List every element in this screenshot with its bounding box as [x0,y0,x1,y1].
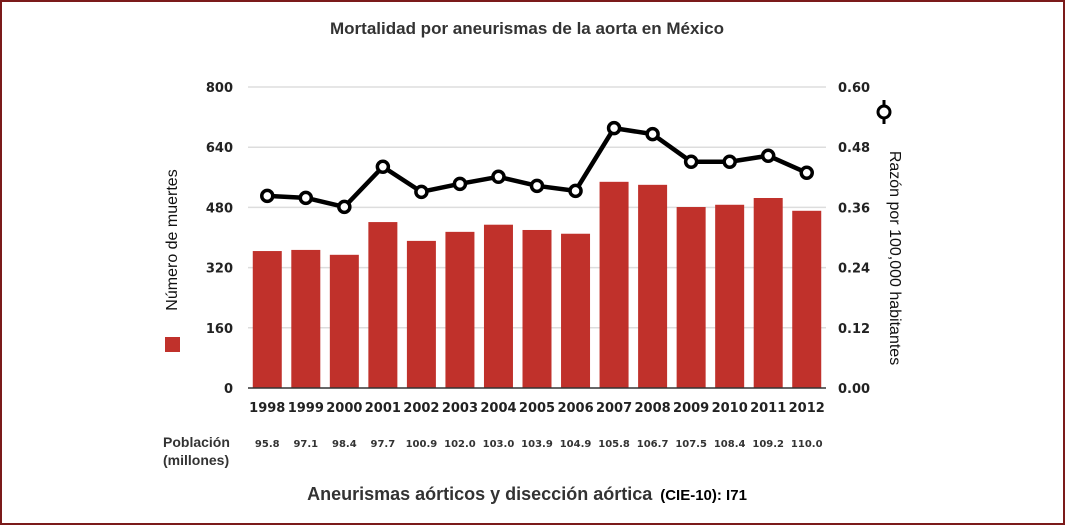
x-tick-label: 2000 [326,401,362,416]
x-tick-label: 2007 [596,401,632,416]
left-tick-label: 0 [224,382,233,397]
bar-2002 [406,240,436,388]
bar-series [252,181,822,388]
left-tick-label: 800 [206,81,233,96]
rate-point-1999 [298,190,314,206]
population-value: 105.8 [598,439,630,450]
right-tick-label: 0.48 [838,141,870,156]
population-value: 97.7 [371,439,396,450]
right-axis-label: Razón por 100,000 habitantes [886,151,903,365]
bar-2005 [522,229,552,388]
population-row: 95.8 97.1 98.4 97.7 100.9 102.0 103.0 103.9 104.… [255,439,823,450]
bar-2008 [638,184,668,388]
population-label-line1: Población [163,434,230,450]
rate-point-2005 [529,178,545,194]
bar-2003 [445,231,475,388]
right-axis-ticks: 0.00 0.12 0.24 0.36 0.48 0.60 [838,81,870,397]
right-tick-label: 0.12 [838,322,870,337]
rate-point-2003 [452,176,468,192]
bar-2009 [676,207,706,388]
bar-1998 [252,251,282,388]
chart-footer: Aneurismas aórticos y disección aórtica … [307,484,747,504]
left-axis-label: Número de muertes [164,169,181,310]
population-value: 109.2 [752,439,784,450]
footer-title: Aneurismas aórticos y disección aórtica [307,484,653,504]
x-tick-label: 2003 [442,401,478,416]
rate-point-2012 [799,165,814,181]
bar-2011 [753,197,783,388]
rate-point-1998 [260,188,275,204]
population-value: 100.9 [406,439,438,450]
rate-point-2006 [568,183,583,199]
x-tick-label: 2002 [403,401,439,416]
right-tick-label: 0.36 [838,201,870,216]
bar-2006 [561,233,591,388]
population-value: 110.0 [791,439,823,450]
population-value: 107.5 [675,439,707,450]
x-tick-label: 2009 [673,401,709,416]
population-value: 106.7 [637,439,669,450]
chart-title: Mortalidad por aneurismas de la aorta en… [330,19,724,38]
left-axis-ticks: 0 160 320 480 640 800 [206,81,233,397]
rate-point-2001 [375,159,391,175]
footer-code: (CIE-10): I71 [660,487,747,504]
rate-point-2010 [722,154,737,169]
left-tick-label: 320 [206,262,233,277]
bar-2012 [792,210,822,388]
left-tick-label: 480 [206,201,233,216]
x-tick-label: 2010 [712,401,748,416]
rate-point-2004 [491,169,506,185]
population-value: 97.1 [293,439,318,450]
population-value: 108.4 [714,439,746,450]
right-tick-label: 0.24 [838,262,870,277]
rate-point-2000 [337,199,352,215]
bar-2010 [715,204,745,388]
bar-2000 [329,254,359,388]
rate-point-2009 [683,154,699,169]
population-value: 104.9 [560,439,592,450]
x-tick-label: 2012 [789,401,825,416]
bar-2007 [599,181,629,388]
right-tick-label: 0.00 [838,382,870,397]
population-value: 102.0 [444,439,476,450]
x-tick-label: 1999 [288,401,324,416]
bar-2001 [368,222,398,388]
population-value: 98.4 [332,439,357,450]
population-value: 103.0 [483,439,515,450]
population-label-line2: (millones) [163,452,229,468]
right-tick-label: 0.60 [838,81,870,96]
x-tick-label: 2006 [557,401,593,416]
x-tick-label: 2005 [519,401,555,416]
x-tick-label: 2011 [750,401,786,416]
rate-point-2002 [414,184,429,200]
x-axis-ticks: 1998 1999 2000 2001 2002 2003 2004 2005 2006 2007… [249,401,825,416]
x-tick-label: 2008 [635,401,671,416]
rate-point-2008 [645,126,660,142]
population-value: 95.8 [255,439,280,450]
x-tick-label: 1998 [249,401,285,416]
x-tick-label: 2004 [480,401,516,416]
bar-2004 [483,224,513,388]
x-tick-label: 2001 [365,401,401,416]
population-value: 103.9 [521,439,553,450]
left-tick-label: 640 [206,141,233,156]
bar-1999 [291,249,321,388]
legend-bar-swatch-icon [165,337,180,352]
rate-point-2007 [606,120,622,136]
legend-line-marker-icon [876,100,892,124]
line-series [260,120,814,215]
rate-point-2011 [760,148,776,163]
left-tick-label: 160 [206,322,233,337]
